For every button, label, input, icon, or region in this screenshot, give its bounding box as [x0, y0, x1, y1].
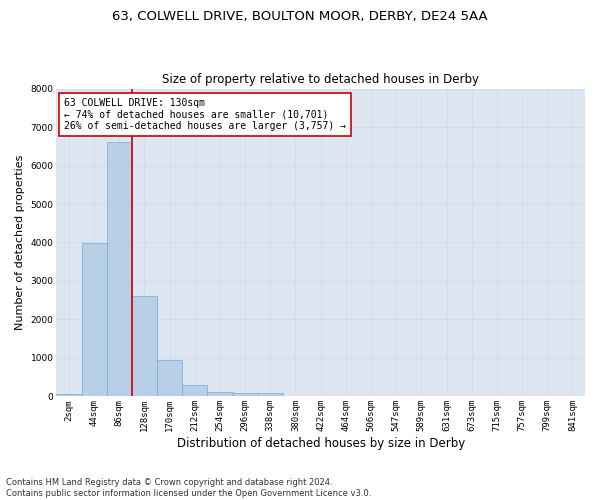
Bar	[56, 394, 82, 396]
Y-axis label: Number of detached properties: Number of detached properties	[15, 155, 25, 330]
Bar	[132, 296, 157, 396]
Bar	[82, 244, 107, 396]
Bar	[208, 392, 233, 396]
Bar	[107, 142, 132, 396]
Text: 63, COLWELL DRIVE, BOULTON MOOR, DERBY, DE24 5AA: 63, COLWELL DRIVE, BOULTON MOOR, DERBY, …	[112, 10, 488, 23]
Bar	[233, 392, 258, 396]
Bar	[157, 360, 182, 397]
Text: 63 COLWELL DRIVE: 130sqm
← 74% of detached houses are smaller (10,701)
26% of se: 63 COLWELL DRIVE: 130sqm ← 74% of detach…	[64, 98, 346, 131]
Bar	[182, 385, 208, 396]
Bar	[258, 394, 283, 396]
Title: Size of property relative to detached houses in Derby: Size of property relative to detached ho…	[162, 73, 479, 86]
Text: Contains HM Land Registry data © Crown copyright and database right 2024.
Contai: Contains HM Land Registry data © Crown c…	[6, 478, 371, 498]
X-axis label: Distribution of detached houses by size in Derby: Distribution of detached houses by size …	[176, 437, 465, 450]
